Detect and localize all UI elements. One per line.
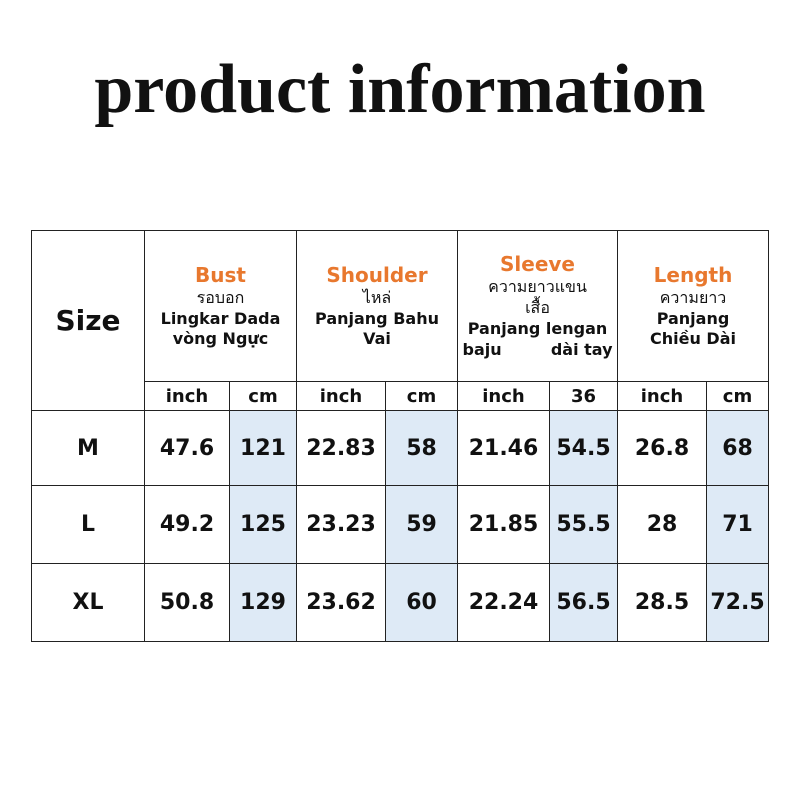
unit-label: inch: [296, 381, 386, 411]
group-line: Vai: [363, 329, 391, 349]
group-line: vòng Ngực: [172, 329, 269, 349]
group-line: Panjang lengan: [467, 319, 608, 338]
value-cell: 59: [385, 485, 458, 564]
group-header: Length ความยาว Panjang Chiều Dài: [617, 230, 769, 382]
value-cell: 22.24: [457, 563, 550, 642]
unit-label: cm: [229, 381, 297, 411]
value-cell: 125: [229, 485, 297, 564]
group-header: Sleeve ความยาวแขน เสื้อ Panjang lengan baju d…: [457, 230, 618, 382]
size-cell: XL: [31, 563, 145, 642]
value-cell: 50.8: [144, 563, 230, 642]
value-cell: 71: [706, 485, 769, 564]
value-cell: 21.85: [457, 485, 550, 564]
value-cell: 121: [229, 410, 297, 486]
group-line: เสื้อ: [525, 298, 550, 318]
unit-label: inch: [617, 381, 707, 411]
value-cell: 55.5: [549, 485, 618, 564]
group-name: Length: [653, 262, 733, 287]
value-cell: 23.23: [296, 485, 386, 564]
group-line-pair: baju dài tay: [463, 340, 613, 361]
group-line: รอบอก: [196, 287, 245, 307]
unit-label: inch: [457, 381, 550, 411]
group-line: ความยาว: [659, 287, 727, 307]
group-line: dài tay: [550, 339, 613, 359]
group-line: Lingkar Dada: [160, 308, 281, 328]
value-cell: 23.62: [296, 563, 386, 642]
value-cell: 60: [385, 563, 458, 642]
group-header: Shoulder ไหล่ Panjang Bahu Vai: [296, 230, 458, 382]
group-name: Bust: [195, 262, 246, 287]
value-cell: 72.5: [706, 563, 769, 642]
value-cell: 28.5: [617, 563, 707, 642]
group-name: Shoulder: [326, 262, 428, 287]
group-line: Panjang Bahu: [315, 308, 439, 328]
value-cell: 22.83: [296, 410, 386, 486]
value-cell: 58: [385, 410, 458, 486]
unit-label: inch: [144, 381, 230, 411]
value-cell: 49.2: [144, 485, 230, 564]
group-line: baju: [462, 339, 502, 359]
size-header: Size: [31, 230, 145, 411]
group-line: ความยาวแขน: [488, 277, 587, 297]
size-cell: L: [31, 485, 145, 564]
unit-label: cm: [706, 381, 769, 411]
group-header: Bust รอบอก Lingkar Dada vòng Ngực: [144, 230, 297, 382]
value-cell: 68: [706, 410, 769, 486]
value-cell: 26.8: [617, 410, 707, 486]
group-line: ไหล่: [362, 287, 392, 307]
value-cell: 21.46: [457, 410, 550, 486]
group-line: Chiều Dài: [650, 329, 736, 349]
group-name: Sleeve: [500, 252, 575, 277]
group-line: Panjang: [656, 308, 730, 328]
value-cell: 56.5: [549, 563, 618, 642]
unit-label: cm: [385, 381, 458, 411]
value-cell: 28: [617, 485, 707, 564]
unit-label: 36: [549, 381, 618, 411]
value-cell: 47.6: [144, 410, 230, 486]
size-cell: M: [31, 410, 145, 486]
value-cell: 129: [229, 563, 297, 642]
title: product information: [94, 51, 706, 128]
value-cell: 54.5: [549, 410, 618, 486]
